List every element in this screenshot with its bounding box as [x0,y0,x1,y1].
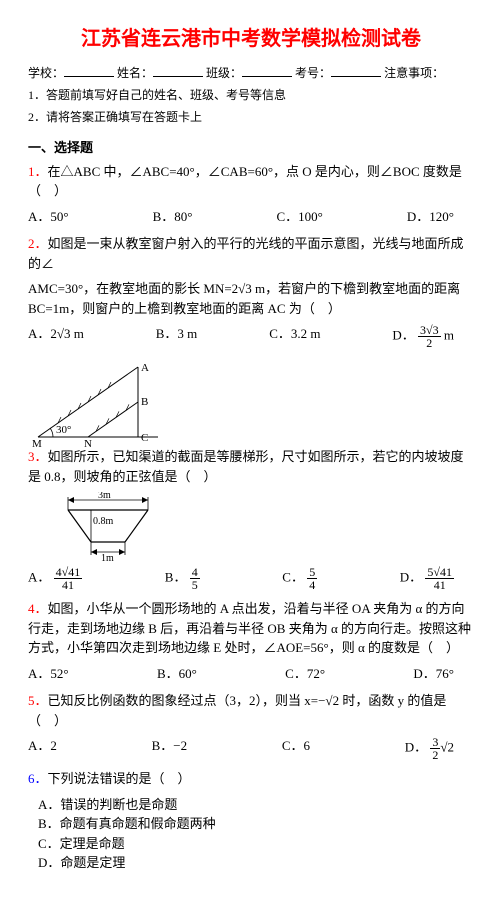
question-1: 1．在△ABC 中，∠ABC=40°，∠CAB=60°，点 O 是内心，则∠BO… [28,162,474,201]
q3-d-den: 41 [425,579,454,591]
q1-a: A．50° [28,207,69,227]
examno-blank [331,64,381,77]
q5-text: 已知反比例函数的图象经过点（3，2），则当 x=−√2 时，函数 y 的值是（ … [28,693,446,728]
q3-d: D． 5√4141 [400,566,454,591]
school-label: 学校： [28,66,64,80]
q6-b: B．命题有真命题和假命题两种 [38,814,474,834]
fig2-angle: 30° [56,424,71,436]
q1-b: B．80° [153,207,193,227]
q1-d: D．120° [407,207,454,227]
q2-d: D． 3√32 m [392,324,454,349]
header-row: 学校： 姓名： 班级： 考号： 注意事项： [28,64,474,82]
note2: 2．请将答案正确填写在答题卡上 [28,108,474,126]
question-2: 2．如图是一束从教室窗户射入的平行的光线的平面示意图，光线与地面所成的∠ [28,234,474,273]
q3-c: C． 54 [282,566,317,591]
fig3-depth: 0.8m [93,516,114,527]
q4-text: 如图，小华从一个圆形场地的 A 点出发，沿着与半径 OA 夹角为 α 的方向行走… [28,601,471,655]
q3-b-den: 5 [190,579,200,591]
q1-text: 在△ABC 中，∠ABC=40°，∠CAB=60°，点 O 是内心，则∠BOC … [28,164,462,199]
q2-num: 2． [28,236,48,251]
q5-d-num: 3 [430,736,440,749]
q2-d-pre: D． [392,327,414,342]
q3-a-pre: A． [28,569,50,584]
notice-label: 注意事项： [384,66,444,80]
q5-d-extra: √2 [440,739,454,754]
fig2-A: A [141,362,149,374]
q2-c: C．3.2 m [269,324,320,349]
fig3-bottom: 1m [101,553,114,562]
section-heading: 一、选择题 [28,138,474,158]
question-6: 6．下列说法错误的是（ ） [28,769,474,789]
q3-c-pre: C． [282,569,304,584]
q3-b-pre: B． [165,569,187,584]
fig2-M: M [32,438,42,447]
q3-d-pre: D． [400,569,422,584]
q4-choices: A．52° B．60° C．72° D．76° [28,664,474,684]
fig3-top: 3m [98,492,111,501]
q2-a: A．2√3 m [28,324,84,349]
name-label: 姓名： [117,66,153,80]
question-3: 3．如图所示，已知渠道的截面是等腰梯形，尺寸如图所示，若它的内坡坡度是 0.8，… [28,447,474,486]
q6-d: D．命题是定理 [38,853,474,873]
q5-a: A．2 [28,736,57,761]
q5-d-den: 2 [430,749,440,761]
q3-text: 如图所示，已知渠道的截面是等腰梯形，尺寸如图所示，若它的内坡坡度是 0.8，则坡… [28,449,464,484]
q2-d-den: 2 [418,337,441,349]
q6-c: C．定理是命题 [38,834,474,854]
q1-choices: A．50° B．80° C．100° D．120° [28,207,474,227]
q4-b: B．60° [157,664,197,684]
q3-choices: A． 4√4141 B． 45 C． 54 D． 5√4141 [28,566,474,591]
q5-num: 5． [28,693,48,708]
q3-a-den: 41 [54,579,83,591]
q3-num: 3． [28,449,48,464]
q6-text: 下列说法错误的是（ ） [48,771,191,786]
q3-a: A． 4√4141 [28,566,82,591]
class-label: 班级： [206,66,242,80]
q2-choices: A．2√3 m B．3 m C．3.2 m D． 3√32 m [28,324,474,349]
class-blank [242,64,292,77]
fig2-C: C [141,432,148,444]
q1-num: 1． [28,164,48,179]
q5-d-pre: D． [405,739,427,754]
name-blank [153,64,203,77]
q3-b: B． 45 [165,566,200,591]
q4-c: C．72° [285,664,325,684]
fig2-B: B [141,396,148,408]
examno-label: 考号： [295,66,331,80]
q5-d: D． 32√2 [405,736,454,761]
q4-d: D．76° [413,664,454,684]
question-2b: AMC=30°，在教室地面的影长 MN=2√3 m，若窗户的下檐到教室地面的距离… [28,279,474,318]
q6-a: A．错误的判断也是命题 [38,795,474,815]
note1: 1．答题前填写好自己的姓名、班级、考号等信息 [28,86,474,104]
q2-text1: 如图是一束从教室窗户射入的平行的光线的平面示意图，光线与地面所成的∠ [28,236,464,271]
fig2-N: N [84,438,92,447]
q5-b: B．−2 [152,736,188,761]
question-5: 5．已知反比例函数的图象经过点（3，2），则当 x=−√2 时，函数 y 的值是… [28,691,474,730]
q4-a: A．52° [28,664,69,684]
figure-q3: 3m 0.8m 1m [28,492,474,562]
school-blank [64,64,114,77]
q1-c: C．100° [277,207,323,227]
q4-num: 4． [28,601,48,616]
q6-num: 6． [28,771,48,786]
q3-c-den: 4 [307,579,317,591]
q5-c: C．6 [282,736,310,761]
q2-d-suf: m [444,327,454,342]
figure-q2: 30° A B C M N [28,357,474,447]
q5-choices: A．2 B．−2 C．6 D． 32√2 [28,736,474,761]
q2-b: B．3 m [156,324,198,349]
exam-title: 江苏省连云港市中考数学模拟检测试卷 [28,24,474,54]
